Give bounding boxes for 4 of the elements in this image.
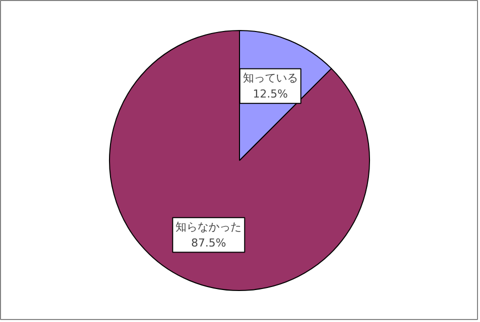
data-label: 12.5% — [252, 87, 288, 100]
data-label: 87.5% — [191, 236, 226, 250]
slice-label: 知っている — [242, 72, 298, 85]
slice-label: 知らなかった — [176, 220, 242, 234]
